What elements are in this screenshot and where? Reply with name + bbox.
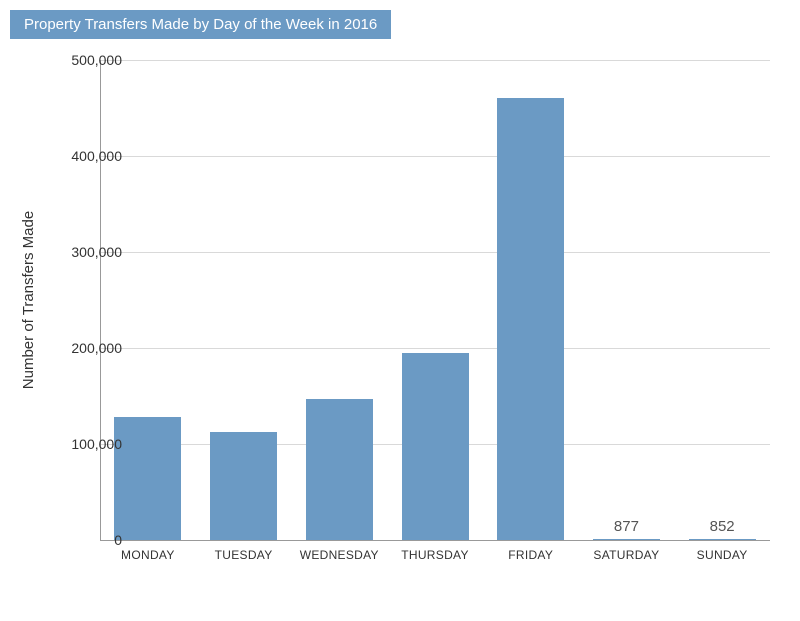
bar [497, 98, 564, 540]
y-tick-label: 200,000 [52, 340, 122, 356]
bar [402, 353, 469, 540]
chart-plot-area [100, 60, 770, 540]
y-axis-title: Number of Transfers Made [20, 211, 37, 389]
y-axis-line [100, 60, 101, 540]
grid-line [100, 156, 770, 157]
bar [210, 432, 277, 540]
bar-value-label: 852 [674, 518, 770, 535]
y-tick-label: 0 [52, 532, 122, 548]
bar-value-label: 877 [579, 518, 675, 535]
grid-line [100, 252, 770, 253]
bar [306, 399, 373, 540]
chart-title: Property Transfers Made by Day of the We… [10, 10, 391, 39]
bar [593, 539, 660, 540]
y-tick-label: 300,000 [52, 244, 122, 260]
x-tick-label: WEDNESDAY [291, 548, 387, 562]
bar [689, 539, 756, 540]
x-tick-label: TUESDAY [196, 548, 292, 562]
x-axis-line [100, 540, 770, 541]
x-tick-label: THURSDAY [387, 548, 483, 562]
grid-line [100, 60, 770, 61]
x-tick-label: SATURDAY [579, 548, 675, 562]
grid-line [100, 348, 770, 349]
y-tick-label: 400,000 [52, 148, 122, 164]
y-tick-label: 500,000 [52, 52, 122, 68]
x-tick-label: MONDAY [100, 548, 196, 562]
x-tick-label: SUNDAY [674, 548, 770, 562]
y-tick-label: 100,000 [52, 436, 122, 452]
x-tick-label: FRIDAY [483, 548, 579, 562]
bar [114, 417, 181, 540]
